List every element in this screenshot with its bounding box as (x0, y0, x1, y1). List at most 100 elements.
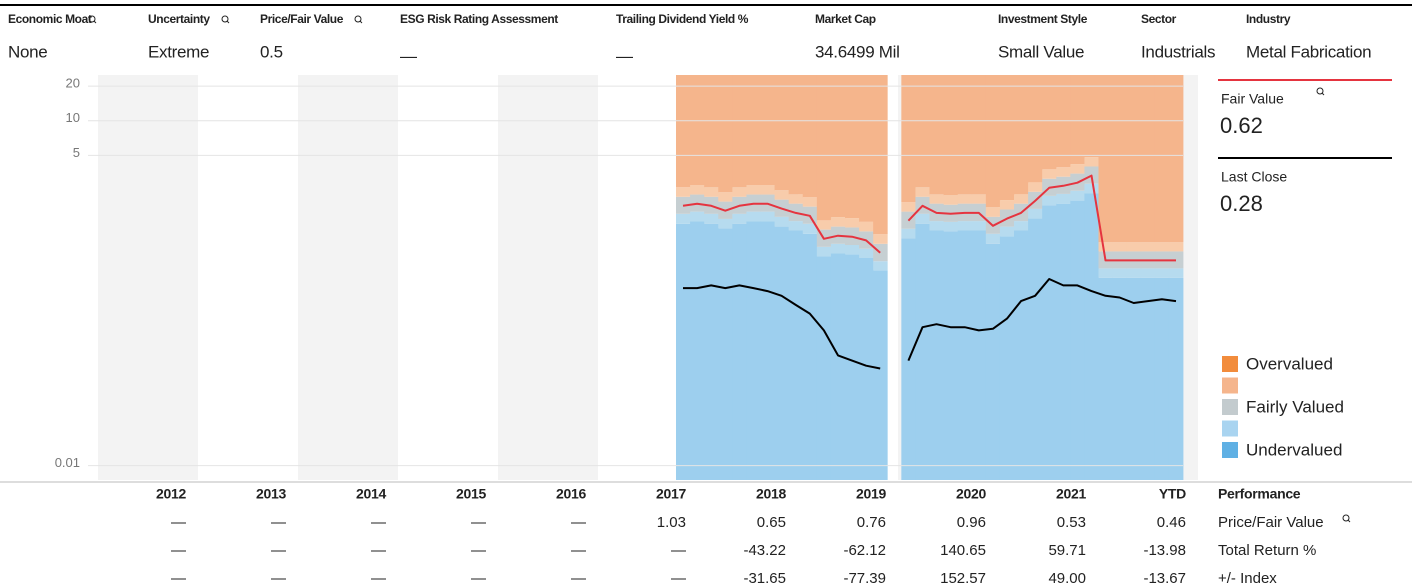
table-cell: — (171, 514, 186, 531)
price-line (683, 278, 1177, 370)
band-segment (873, 234, 888, 244)
year-label: 2016 (556, 486, 586, 502)
band-segment (1140, 268, 1156, 278)
band-segment-top (999, 75, 1015, 201)
table-cell: — (471, 570, 486, 586)
field-label: Market Cap (815, 12, 876, 26)
table-cell: 0.65 (757, 514, 786, 531)
table-title: Performance (1218, 486, 1301, 502)
band-segment (816, 256, 832, 480)
band-segment-top (901, 75, 916, 203)
table-cell: 49.00 (1048, 570, 1086, 586)
year-label: 2012 (156, 486, 186, 502)
table-cell: 0.46 (1157, 514, 1186, 531)
table-cell: -43.22 (743, 542, 786, 559)
band-segment (845, 254, 860, 480)
band-segment (1028, 208, 1043, 219)
legend-label: Overvalued (1246, 354, 1333, 373)
y-tick-label: 20 (66, 76, 80, 91)
band-segment (1126, 242, 1142, 252)
band-segment-top (690, 75, 705, 186)
row-label: Total Return % (1218, 542, 1316, 559)
band-segment (676, 213, 691, 224)
band-segment (760, 185, 775, 195)
band-segment (830, 243, 846, 254)
year-label: 2013 (256, 486, 286, 502)
band-segment (1154, 268, 1170, 278)
band-segment (1154, 242, 1170, 252)
band-segment (704, 223, 719, 480)
band-segment-top (1042, 75, 1057, 170)
field-label: ESG Risk Rating Assessment (400, 12, 558, 26)
field-value: Small Value (998, 42, 1084, 61)
band-segment (788, 194, 804, 204)
band-segment (999, 226, 1015, 237)
band-segment (929, 221, 944, 231)
valuation-bands (676, 75, 1184, 481)
band-segment (1042, 205, 1057, 480)
table-cell: 0.96 (957, 514, 986, 531)
legend-swatch (1222, 377, 1238, 394)
band-segment (943, 195, 959, 205)
table-cell: — (271, 542, 286, 559)
field-label: Investment Style (998, 12, 1088, 26)
band-segment (746, 211, 761, 222)
band-segment (859, 221, 874, 232)
table-cell: 140.65 (940, 542, 986, 559)
band-segment (873, 261, 888, 271)
band-segment-top (732, 75, 747, 188)
band-segment (985, 243, 1001, 480)
band-segment (1098, 277, 1113, 480)
band-segment (999, 200, 1015, 210)
band-segment (1028, 182, 1043, 192)
year-stripe (98, 75, 198, 480)
band-segment (1084, 183, 1099, 194)
legend-swatch (1222, 442, 1238, 458)
table-cell: — (271, 514, 286, 531)
band-segment (690, 185, 705, 195)
band-segment-top (746, 75, 761, 186)
band-segment (718, 192, 733, 202)
band-segment (1056, 193, 1071, 204)
band-segment-top (1084, 75, 1099, 158)
band-segment-top (859, 75, 874, 222)
band-segment (802, 223, 818, 234)
year-label: 2015 (456, 486, 486, 502)
band-segment-top (830, 75, 846, 218)
table-cell: — (671, 542, 686, 559)
band-segment (943, 231, 959, 480)
band-segment (985, 233, 1001, 244)
band-segment-top (1028, 75, 1043, 183)
band-segment (1014, 194, 1029, 204)
band-segment (1140, 242, 1156, 252)
band-segment (999, 236, 1015, 480)
band-segment (676, 223, 691, 480)
band-segment-top (845, 75, 860, 219)
band-segment (1028, 218, 1043, 480)
panel-label: Fair Value (1221, 91, 1284, 107)
band-segment (957, 221, 973, 231)
year-label: 2019 (856, 486, 886, 502)
band-segment (774, 190, 790, 200)
band-segment (816, 220, 832, 230)
legend-swatch (1222, 356, 1238, 372)
band-segment (774, 216, 790, 227)
band-segment (971, 221, 987, 231)
table-cell: 0.76 (857, 514, 886, 531)
field-value: Extreme (148, 42, 209, 61)
row-label: Price/Fair Value (1218, 514, 1324, 531)
table-cell: -13.67 (1143, 570, 1186, 586)
band-segment (1112, 242, 1128, 252)
band-segment (1056, 167, 1071, 177)
price-line (682, 174, 1176, 262)
year-label: 2014 (356, 486, 386, 502)
band-segment (1070, 190, 1085, 201)
table-cell: -77.39 (843, 570, 886, 586)
table-cell: — (571, 570, 586, 586)
band-segment (830, 253, 846, 480)
year-stripe (298, 75, 398, 480)
field-label: Economic Moat (8, 12, 92, 26)
year-stripe (498, 75, 598, 480)
band-segment-top (774, 75, 790, 191)
y-tick-label: 10 (66, 110, 80, 125)
